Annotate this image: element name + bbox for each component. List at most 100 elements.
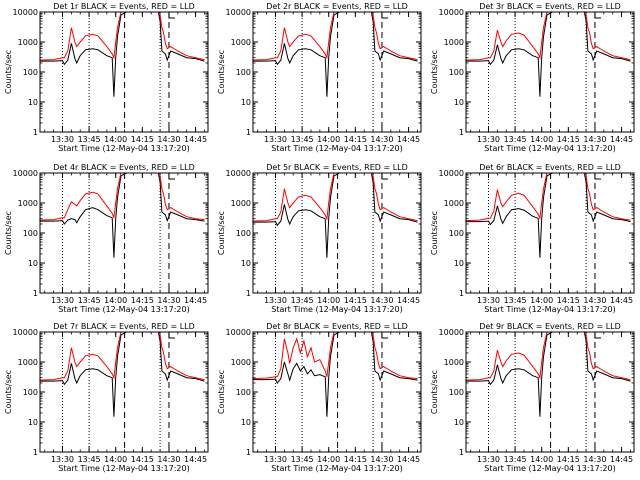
detector-panel: Det 8r BLACK = Events, RED = LLD Counts/s… xyxy=(217,322,422,473)
lld-series-line xyxy=(39,331,205,381)
panel-title: Det 7r BLACK = Events, RED = LLD xyxy=(53,322,195,331)
y-tick-label: 10000 xyxy=(13,328,38,337)
x-tick-label: 14:45 xyxy=(184,296,207,305)
y-axis-label: Counts/sec xyxy=(4,370,13,414)
panel-title: Det 4r BLACK = Events, RED = LLD xyxy=(53,163,195,172)
x-tick-label: 13:30 xyxy=(51,135,74,144)
x-tick-label: 14:30 xyxy=(370,296,393,305)
x-axis-label: Start Time (12-May-04 13:17:20) xyxy=(271,305,402,314)
plot-frame xyxy=(465,11,635,133)
x-tick-label: 14:30 xyxy=(583,455,606,464)
y-tick-label: 1 xyxy=(33,289,38,298)
panel-title: Det 6r BLACK = Events, RED = LLD xyxy=(479,163,621,172)
y-tick-label: 100 xyxy=(449,68,464,77)
y-axis-label: Counts/sec xyxy=(217,211,226,255)
detector-panel: Det 6r BLACK = Events, RED = LLD Counts/s… xyxy=(430,163,635,314)
y-tick-label: 1 xyxy=(33,128,38,137)
x-tick-label: 14:45 xyxy=(397,296,420,305)
events-series-line xyxy=(252,331,418,417)
x-axis-label: Start Time (12-May-04 13:17:20) xyxy=(58,305,189,314)
y-tick-label: 1000 xyxy=(444,38,464,47)
events-series-line xyxy=(465,172,631,258)
x-tick-label: 14:15 xyxy=(131,135,154,144)
x-axis-label: Start Time (12-May-04 13:17:20) xyxy=(271,144,402,153)
y-tick-label: 10 xyxy=(454,418,464,427)
detector-panel: Det 2r BLACK = Events, RED = LLD Counts/s… xyxy=(217,2,422,153)
events-series-line xyxy=(39,331,205,417)
x-tick-label: 14:30 xyxy=(157,296,180,305)
plot-frame xyxy=(252,11,422,133)
x-tick-label: 14:00 xyxy=(104,296,127,305)
lld-series-line xyxy=(465,331,631,381)
x-tick-label: 14:30 xyxy=(370,455,393,464)
attenuator-marker xyxy=(594,333,601,339)
detector-panel: Det 1r BLACK = Events, RED = LLD Counts/s… xyxy=(4,2,209,153)
y-axis-label: Counts/sec xyxy=(4,50,13,94)
x-tick-label: 13:45 xyxy=(78,296,101,305)
lld-series-line xyxy=(465,11,631,61)
x-tick-label: 14:15 xyxy=(344,296,367,305)
panel-title: Det 5r BLACK = Events, RED = LLD xyxy=(266,163,408,172)
panel-title: Det 8r BLACK = Events, RED = LLD xyxy=(266,322,408,331)
x-tick-label: 14:00 xyxy=(317,455,340,464)
x-tick-label: 14:00 xyxy=(530,135,553,144)
x-axis-label: Start Time (12-May-04 13:17:20) xyxy=(484,305,615,314)
y-tick-label: 10000 xyxy=(226,8,251,17)
y-axis-label: Counts/sec xyxy=(430,211,439,255)
events-series-line xyxy=(39,11,205,97)
plot-frame xyxy=(39,331,209,453)
x-tick-label: 14:00 xyxy=(317,296,340,305)
x-tick-label: 14:15 xyxy=(557,455,580,464)
lld-series-line xyxy=(252,331,418,380)
x-tick-label: 13:30 xyxy=(51,296,74,305)
y-tick-label: 100 xyxy=(236,229,251,238)
y-axis-label: Counts/sec xyxy=(217,50,226,94)
plot-frame xyxy=(465,331,635,453)
y-tick-label: 1000 xyxy=(444,199,464,208)
detector-panel: Det 4r BLACK = Events, RED = LLD Counts/s… xyxy=(4,163,209,314)
events-series-line xyxy=(252,11,418,97)
y-axis-label: Counts/sec xyxy=(430,50,439,94)
x-tick-label: 14:45 xyxy=(610,135,633,144)
y-axis-label: Counts/sec xyxy=(4,211,13,255)
y-tick-label: 10000 xyxy=(439,328,464,337)
detector-panel: Det 9r BLACK = Events, RED = LLD Counts/s… xyxy=(430,322,635,473)
x-tick-label: 13:45 xyxy=(504,296,527,305)
x-tick-label: 14:00 xyxy=(530,455,553,464)
x-tick-label: 14:15 xyxy=(557,135,580,144)
x-tick-label: 13:45 xyxy=(78,455,101,464)
x-tick-label: 13:30 xyxy=(51,455,74,464)
x-tick-label: 14:45 xyxy=(397,135,420,144)
attenuator-marker xyxy=(381,333,388,339)
x-tick-label: 14:15 xyxy=(131,455,154,464)
panel-title: Det 9r BLACK = Events, RED = LLD xyxy=(479,322,621,331)
y-tick-label: 10 xyxy=(28,418,38,427)
x-tick-label: 13:45 xyxy=(78,135,101,144)
y-tick-label: 1 xyxy=(459,448,464,457)
x-tick-label: 13:45 xyxy=(504,135,527,144)
y-tick-label: 10000 xyxy=(13,8,38,17)
attenuator-marker xyxy=(594,174,601,180)
x-tick-label: 14:45 xyxy=(610,455,633,464)
y-tick-label: 100 xyxy=(449,229,464,238)
y-tick-label: 1000 xyxy=(18,38,38,47)
y-tick-label: 10000 xyxy=(439,8,464,17)
lld-series-line xyxy=(465,172,631,222)
y-tick-label: 1 xyxy=(246,128,251,137)
x-tick-label: 13:30 xyxy=(264,455,287,464)
x-tick-label: 14:15 xyxy=(557,296,580,305)
y-tick-label: 10 xyxy=(28,259,38,268)
lld-series-line xyxy=(252,11,418,61)
panel-title: Det 3r BLACK = Events, RED = LLD xyxy=(479,2,621,11)
y-tick-label: 100 xyxy=(236,68,251,77)
x-tick-label: 14:15 xyxy=(131,296,154,305)
detector-panel: Det 3r BLACK = Events, RED = LLD Counts/s… xyxy=(430,2,635,153)
y-tick-label: 10 xyxy=(454,98,464,107)
x-tick-label: 13:45 xyxy=(291,455,314,464)
y-tick-label: 10 xyxy=(241,259,251,268)
y-tick-label: 10000 xyxy=(439,169,464,178)
y-tick-label: 10000 xyxy=(13,169,38,178)
y-axis-label: Counts/sec xyxy=(430,370,439,414)
y-tick-label: 10 xyxy=(28,98,38,107)
x-tick-label: 13:30 xyxy=(477,135,500,144)
